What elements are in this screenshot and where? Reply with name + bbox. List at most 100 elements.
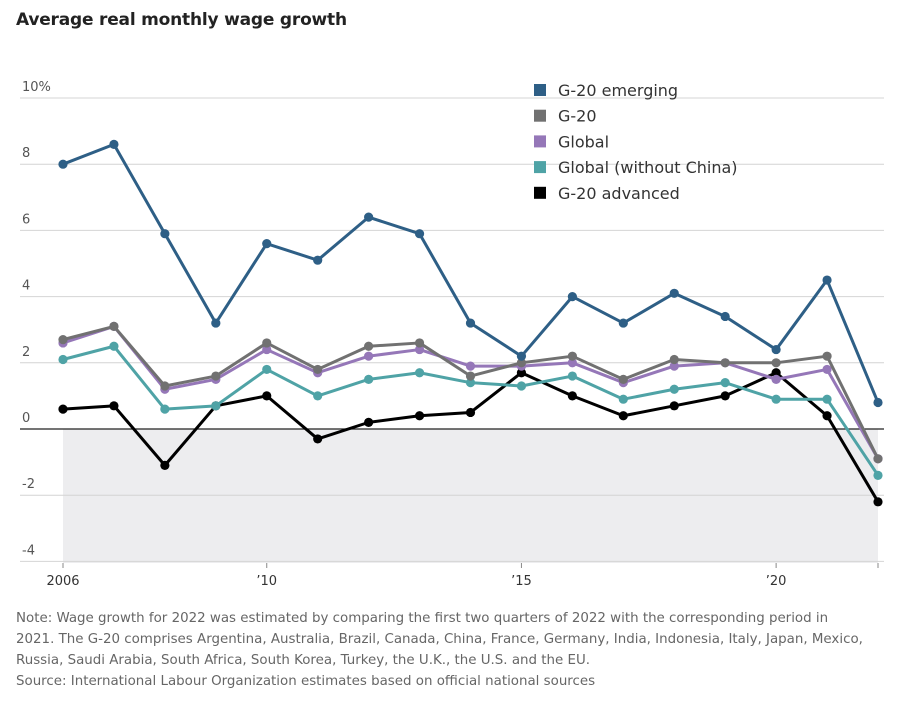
- data-point: [873, 497, 883, 507]
- x-tick-label: ’20: [766, 574, 787, 589]
- data-point: [364, 351, 374, 361]
- data-point: [720, 391, 730, 401]
- data-point: [567, 292, 577, 302]
- series-g-20-emerging: [58, 139, 883, 408]
- data-point: [364, 374, 374, 384]
- data-point: [160, 460, 170, 471]
- data-point: [771, 374, 781, 384]
- legend-swatch: [534, 135, 546, 148]
- legend-label: G-20 advanced: [558, 184, 680, 203]
- note-line: Russia, Saudi Arabia, South Africa, Sout…: [16, 653, 591, 668]
- data-point: [211, 401, 221, 411]
- legend-label: G-20: [558, 107, 597, 126]
- source-line: Source: International Labour Organizatio…: [16, 674, 596, 689]
- data-point: [873, 454, 883, 464]
- data-point: [313, 434, 323, 444]
- data-point: [160, 404, 170, 414]
- data-point: [873, 397, 883, 408]
- data-point: [669, 384, 679, 394]
- data-point: [618, 318, 628, 328]
- data-point: [58, 404, 68, 414]
- data-point: [771, 394, 781, 404]
- data-point: [567, 391, 577, 401]
- series-lines: [58, 139, 883, 507]
- data-point: [567, 358, 577, 368]
- note-line: 2021. The G-20 comprises Argentina, Aust…: [16, 632, 863, 647]
- data-point: [262, 338, 272, 348]
- data-point: [822, 351, 832, 361]
- data-point: [822, 364, 832, 375]
- y-tick-label: 2: [22, 345, 30, 360]
- data-point: [313, 255, 323, 265]
- data-point: [822, 394, 832, 404]
- data-point: [364, 341, 374, 351]
- data-point: [669, 361, 679, 371]
- legend-swatch: [534, 84, 546, 96]
- series-global-without-china: [58, 341, 883, 480]
- data-point: [618, 394, 628, 404]
- y-tick-label: -2: [22, 477, 35, 492]
- data-point: [160, 381, 170, 391]
- data-point: [465, 378, 476, 388]
- data-point: [414, 338, 425, 348]
- legend-swatch: [534, 186, 546, 199]
- data-point: [262, 391, 272, 401]
- data-point: [58, 354, 68, 365]
- data-point: [822, 411, 832, 421]
- data-point: [211, 371, 221, 381]
- data-point: [516, 358, 527, 368]
- data-point: [822, 275, 832, 285]
- y-tick-label: 10%: [22, 80, 51, 95]
- data-point: [771, 358, 781, 368]
- legend-swatch: [534, 109, 546, 122]
- data-point: [771, 368, 781, 378]
- x-axis-ticks: 2006 ’10 ’15 ’20: [46, 563, 879, 589]
- data-point: [262, 364, 272, 375]
- data-point: [669, 288, 679, 298]
- legend-label: G-20 emerging: [558, 81, 678, 100]
- y-tick-label: -4: [22, 543, 35, 558]
- data-point: [465, 361, 476, 371]
- data-point: [669, 354, 679, 365]
- data-point: [364, 212, 374, 222]
- chart-title: Average real monthly wage growth: [16, 10, 347, 30]
- note-line: Note: Wage growth for 2022 was estimated…: [16, 611, 829, 626]
- x-tick-label: 2006: [46, 574, 79, 589]
- y-tick-label: 8: [22, 146, 30, 161]
- data-point: [720, 358, 730, 368]
- data-point: [720, 378, 730, 388]
- data-point: [414, 229, 425, 239]
- line-chart: 10% 8 6 4 2 0 -2 -4 2006 ’10 ’15 ’20 G-20 emerging…: [20, 80, 884, 589]
- data-point: [516, 368, 527, 378]
- data-point: [516, 381, 527, 391]
- data-point: [313, 391, 323, 401]
- y-tick-label: 6: [22, 212, 30, 227]
- series-g-20: [58, 321, 883, 464]
- data-point: [109, 341, 119, 351]
- negative-area: [63, 429, 878, 563]
- data-point: [211, 318, 221, 328]
- data-point: [262, 239, 272, 249]
- legend-label: Global: [558, 132, 609, 151]
- data-point: [618, 411, 628, 421]
- y-axis-ticks: 10% 8 6 4 2 0 -2 -4: [22, 80, 51, 558]
- data-point: [618, 374, 628, 384]
- data-point: [109, 401, 119, 411]
- legend-swatch: [534, 161, 546, 174]
- y-tick-label: 4: [22, 279, 30, 294]
- data-point: [567, 371, 577, 381]
- data-point: [58, 159, 68, 169]
- data-point: [109, 321, 119, 331]
- data-point: [465, 318, 476, 328]
- data-point: [262, 344, 272, 355]
- data-point: [414, 368, 425, 378]
- x-tick-label: ’15: [511, 574, 532, 589]
- data-point: [160, 229, 170, 239]
- data-point: [669, 401, 679, 411]
- data-point: [720, 311, 730, 322]
- data-point: [465, 371, 476, 381]
- legend-label: Global (without China): [558, 158, 738, 177]
- data-point: [364, 417, 374, 427]
- data-point: [771, 344, 781, 355]
- legend: G-20 emerging G-20 Global Global (without C…: [534, 81, 738, 203]
